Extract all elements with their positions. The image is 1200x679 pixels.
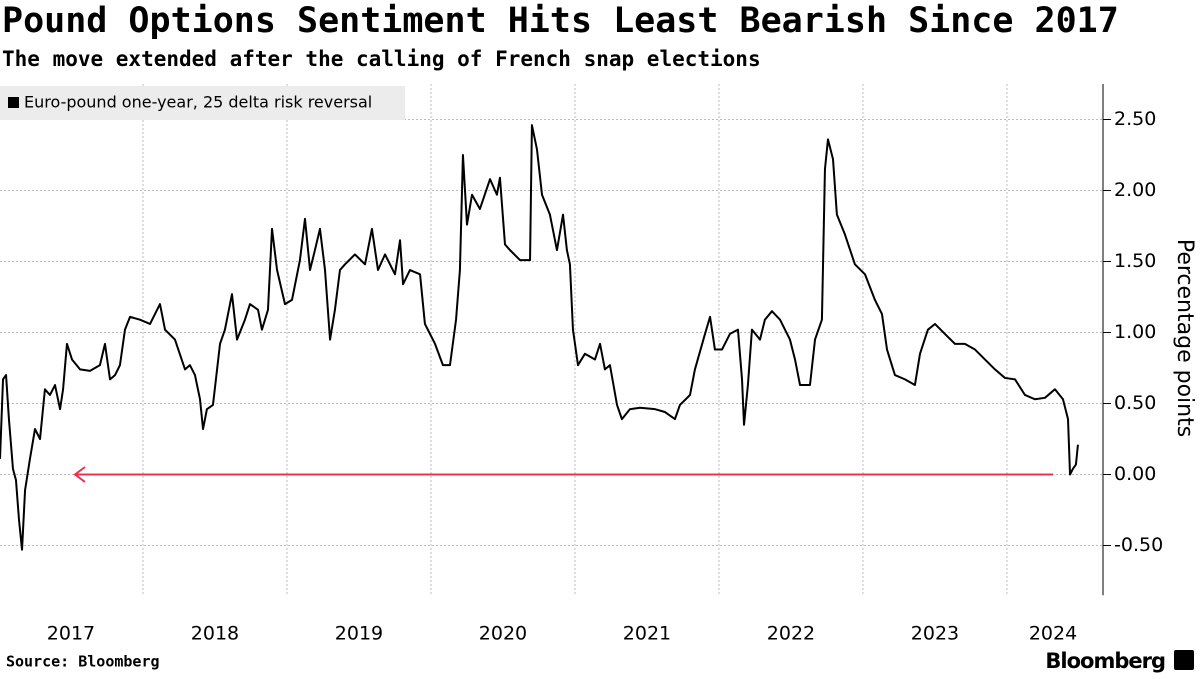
y-tick-label: 1.00 <box>1114 321 1156 343</box>
arrow-head <box>73 466 86 483</box>
y-tick-label: 1.50 <box>1114 250 1156 272</box>
x-tick-label: 2019 <box>335 623 383 645</box>
chart-subtitle: The move extended after the calling of F… <box>2 47 761 71</box>
y-tick-label: 2.00 <box>1114 179 1156 201</box>
y-tick-label: -0.50 <box>1114 534 1163 556</box>
x-tick-label: 2023 <box>911 623 959 645</box>
y-tick-label: 0.50 <box>1114 392 1156 414</box>
y-tick-label: 0.00 <box>1114 463 1156 485</box>
x-tick-label: 2017 <box>47 623 95 645</box>
brand-icon <box>1174 650 1194 670</box>
legend-box <box>0 86 405 120</box>
y-tick-label: 2.50 <box>1114 108 1156 130</box>
y-axis-label: Percentage points <box>1172 239 1197 437</box>
x-tick-label: 2024 <box>1029 623 1077 645</box>
x-tick-label: 2021 <box>623 623 671 645</box>
source: Source: Bloomberg <box>6 653 160 671</box>
x-tick-label: 2018 <box>191 623 239 645</box>
chart-title: Pound Options Sentiment Hits Least Beari… <box>2 1 1119 41</box>
legend-swatch <box>8 97 19 108</box>
brand: Bloomberg <box>1045 649 1165 673</box>
x-tick-label: 2022 <box>767 623 815 645</box>
legend-label: Euro-pound one-year, 25 delta risk rever… <box>24 93 372 112</box>
x-tick-label: 2020 <box>479 623 527 645</box>
data-line <box>0 124 1079 551</box>
